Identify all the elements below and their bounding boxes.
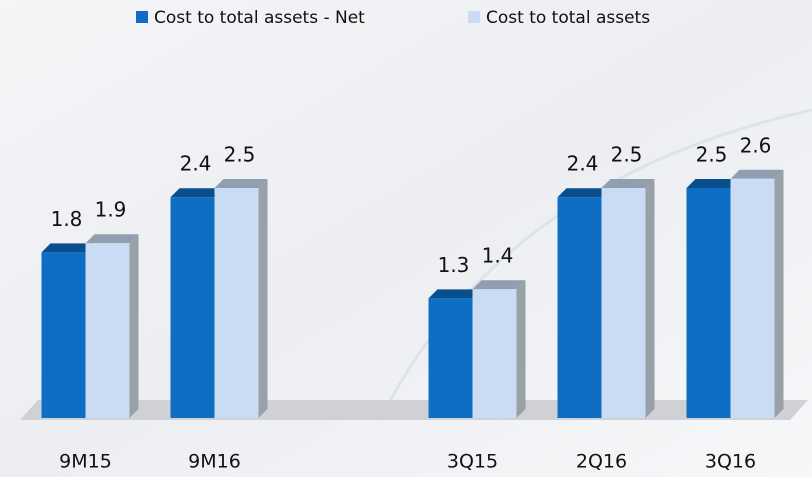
- x-tick-label: 3Q15: [447, 451, 498, 473]
- value-label: 1.9: [95, 198, 127, 222]
- x-tick-label: 9M16: [188, 451, 241, 473]
- value-label: 1.3: [438, 253, 470, 277]
- bar: [214, 179, 268, 418]
- bar-face: [428, 298, 473, 418]
- bar-face: [601, 188, 646, 418]
- bar-face: [645, 179, 655, 418]
- value-label: 2.5: [611, 143, 643, 167]
- bar: [472, 280, 526, 418]
- value-label: 2.5: [224, 143, 256, 167]
- value-label: 1.4: [482, 244, 514, 268]
- bar: [85, 234, 139, 418]
- bar-face: [214, 188, 259, 418]
- bar-face: [730, 178, 775, 418]
- decor-arc: [378, 108, 812, 421]
- legend-label: Cost to total assets - Net: [154, 8, 365, 28]
- bar-face: [516, 280, 526, 418]
- bar-face: [774, 169, 784, 418]
- bar-face: [41, 252, 86, 418]
- bar: [730, 169, 784, 418]
- bar-face: [730, 169, 784, 179]
- bar-face: [686, 179, 740, 188]
- bar-face: [170, 188, 224, 198]
- bar-face: [557, 188, 611, 198]
- x-tick-label: 2Q16: [576, 451, 627, 473]
- legend-swatch: [468, 11, 480, 23]
- bar-face: [601, 179, 655, 188]
- value-label: 2.5: [696, 143, 728, 167]
- bar-face: [170, 197, 215, 418]
- bar: [601, 179, 655, 418]
- bar-face: [41, 243, 95, 253]
- bar-face: [258, 179, 268, 418]
- bar-face: [472, 289, 517, 418]
- legend-label: Cost to total assets: [486, 8, 650, 28]
- bar-face: [428, 289, 482, 299]
- bar-face: [85, 243, 130, 418]
- value-label: 2.6: [740, 133, 772, 157]
- x-tick-label: 9M15: [59, 451, 112, 473]
- value-label: 2.4: [567, 152, 599, 176]
- bar-face: [85, 234, 139, 244]
- bar-face: [557, 197, 602, 418]
- bar-face: [472, 280, 526, 290]
- bar-face: [129, 234, 139, 418]
- value-label: 1.8: [51, 207, 83, 231]
- x-tick-label: 3Q16: [705, 451, 756, 473]
- value-label: 2.4: [180, 152, 212, 176]
- legend-swatch: [136, 11, 148, 23]
- bar-face: [214, 179, 268, 188]
- bar-face: [686, 188, 731, 418]
